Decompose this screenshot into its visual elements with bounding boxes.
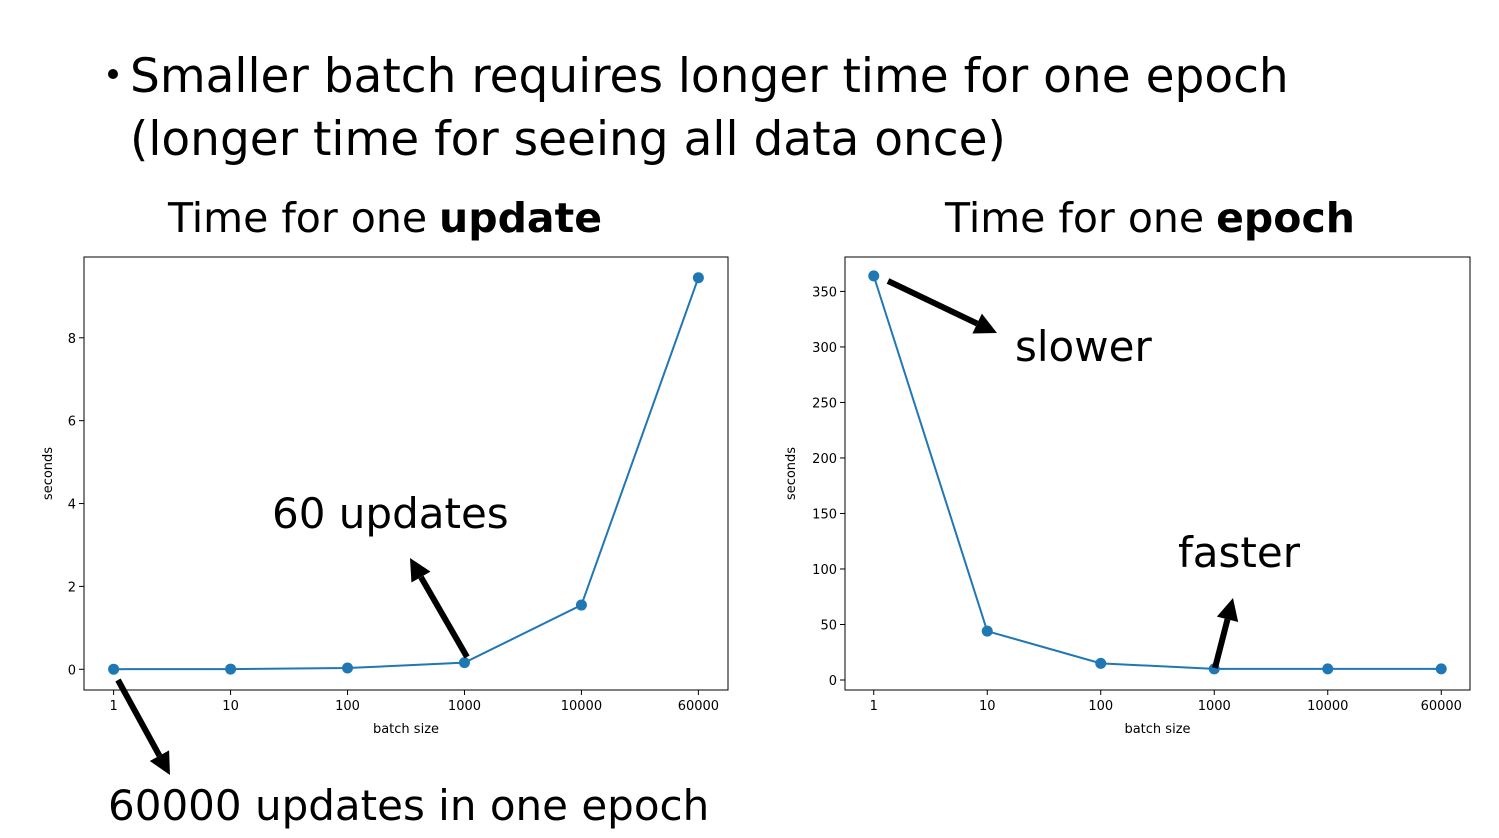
point [108, 663, 120, 675]
x-tick-label: 100 [1088, 699, 1113, 714]
bullet-dot [108, 69, 118, 79]
title-text: Time for one [167, 194, 427, 242]
x-tick-label: 60000 [678, 699, 719, 714]
x-tick-label: 1000 [448, 699, 481, 714]
x-tick-label: 10 [979, 699, 996, 714]
arrow-shaft [115, 678, 163, 758]
bullet-line: (longer time for seeing all data once) [130, 112, 1006, 167]
chart-title: Time for one epoch [944, 194, 1355, 242]
bullet-line: Smaller batch requires longer time for o… [130, 49, 1289, 104]
y-tick-label: 50 [820, 618, 837, 633]
x-tick-label: 100 [335, 699, 360, 714]
x-axis-label: batch size [1124, 722, 1190, 737]
title-bold: epoch [1216, 194, 1355, 242]
y-tick-label: 150 [812, 507, 837, 522]
annotation: slower [1015, 322, 1152, 371]
y-tick-label: 0 [68, 663, 76, 678]
chart-title: Time for one update [167, 194, 602, 242]
line [113, 277, 700, 671]
arrow-shaft [886, 278, 979, 327]
plot-frame [83, 256, 729, 691]
line [872, 275, 1442, 670]
point [458, 657, 470, 669]
title-bold: update [439, 194, 602, 242]
y-tick-label: 200 [812, 452, 837, 467]
point [1435, 663, 1447, 675]
y-tick-label: 2 [68, 580, 76, 595]
point [868, 270, 880, 282]
annotation: 60 updates [272, 489, 509, 538]
x-axis-label: batch size [373, 722, 439, 737]
point [1322, 663, 1334, 675]
arrow-shaft [1212, 618, 1231, 669]
x-tick-label: 10 [222, 699, 239, 714]
x-tick-label: 1 [109, 699, 117, 714]
x-tick-label: 60000 [1421, 699, 1462, 714]
arrow-head [1216, 598, 1239, 623]
y-tick-label: 6 [68, 415, 76, 430]
x-tick-label: 10000 [561, 699, 602, 714]
x-tick-label: 1 [870, 699, 878, 714]
plot-frame [844, 256, 1471, 691]
arrow-head [410, 558, 431, 583]
y-tick-label: 4 [68, 498, 76, 513]
arrow-head [972, 313, 997, 334]
point [1095, 657, 1107, 669]
point [981, 625, 993, 637]
x-tick-label: 1000 [1198, 699, 1231, 714]
point [575, 599, 587, 611]
title-text: Time for one [944, 194, 1204, 242]
y-tick-label: 8 [68, 332, 76, 347]
y-tick-label: 250 [812, 396, 837, 411]
annotation: 60000 updates in one epoch [108, 781, 709, 830]
y-axis-label: seconds [41, 447, 56, 500]
arrow-head [149, 750, 170, 775]
y-tick-label: 100 [812, 563, 837, 578]
arrow-shaft [418, 575, 470, 659]
y-tick-label: 300 [812, 341, 837, 356]
annotation: faster [1178, 528, 1301, 577]
y-tick-label: 350 [812, 285, 837, 300]
point [225, 663, 237, 675]
point [342, 662, 354, 674]
y-tick-label: 0 [829, 674, 837, 689]
y-axis-label: seconds [784, 447, 799, 500]
x-tick-label: 10000 [1307, 699, 1348, 714]
point [692, 272, 704, 284]
